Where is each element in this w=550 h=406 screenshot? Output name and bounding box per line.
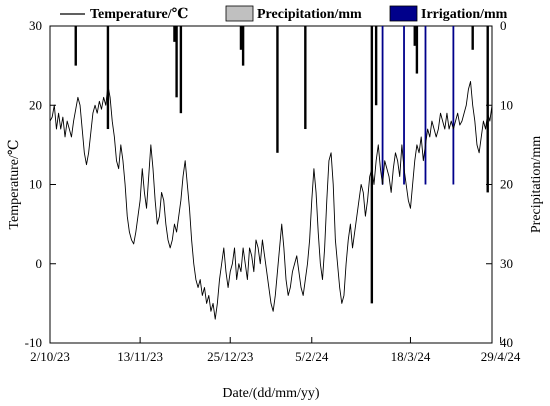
left-tick-label-0: -10 (25, 335, 42, 350)
legend-precipitation-swatch (225, 5, 254, 22)
legend-irrigation-swatch (389, 5, 418, 22)
irrigation-bar-3 (452, 26, 455, 185)
precipitation-bar-2 (173, 26, 176, 42)
x-tick-label-5: 29/4/24 (481, 349, 521, 364)
legend-irrigation-label: Irrigation/mm (421, 7, 508, 22)
precipitation-bar-3 (175, 26, 178, 98)
x-tick-label-4: 18/3/24 (391, 349, 431, 364)
x-tick-label-0: 2/10/23 (30, 349, 70, 364)
right-tick-label-0: 0 (500, 18, 507, 33)
precipitation-bar-5 (239, 26, 243, 50)
left-tick-label-4: 30 (29, 18, 42, 33)
precipitation-bar-14 (486, 26, 489, 193)
right-tick-label-3: 30 (500, 256, 513, 271)
precipitation-bar-4 (179, 26, 183, 114)
left-tick-label-3: 20 (29, 97, 42, 112)
left-axis-ticks: -10 0 10 20 30 (25, 18, 56, 350)
irrigation-bar-0 (381, 26, 384, 185)
x-tick-label-2: 25/12/23 (207, 349, 253, 364)
legend-temperature-label: Temperature/℃ (90, 7, 189, 22)
right-axis-title: Precipitation/mm (529, 136, 544, 233)
precipitation-bar-6 (241, 26, 245, 66)
x-tick-label-3: 5/2/24 (295, 349, 329, 364)
temperature-line (49, 81, 493, 320)
precipitation-bar-1 (106, 26, 110, 130)
irrigation-bar-2 (424, 26, 427, 185)
left-axis-title: Temperature/℃ (7, 139, 22, 229)
legend: Temperature/℃ Precipitation/mm Irrigatio… (60, 5, 508, 22)
left-tick-label-2: 10 (29, 177, 42, 192)
precipitation-bar-0 (74, 26, 77, 66)
precipitation-bar-7 (276, 26, 279, 153)
right-tick-label-4: 40 (500, 335, 513, 350)
left-tick-label-1: 0 (36, 256, 43, 271)
precipitation-bar-12 (415, 26, 419, 74)
x-axis-title: Date/(dd/mm/yy) (222, 386, 320, 401)
legend-precipitation-label: Precipitation/mm (257, 7, 362, 22)
precipitation-bar-10 (374, 26, 378, 106)
irrigation-bar-1 (403, 26, 405, 185)
precipitation-bar-8 (304, 26, 307, 130)
x-tick-label-1: 13/11/23 (117, 349, 163, 364)
x-axis-ticks: 2/10/23 13/11/23 25/12/23 5/2/24 18/3/24 29/4… (30, 337, 521, 364)
irrigation-bars (381, 26, 455, 185)
right-tick-label-1: 10 (500, 97, 513, 112)
precipitation-bar-11 (413, 26, 416, 46)
right-axis-ticks: 0 10 20 30 40 (486, 18, 513, 350)
precipitation-bar-9 (370, 26, 374, 304)
precipitation-bar-13 (471, 26, 474, 50)
right-tick-label-2: 20 (500, 177, 513, 192)
precipitation-bars (74, 26, 489, 304)
